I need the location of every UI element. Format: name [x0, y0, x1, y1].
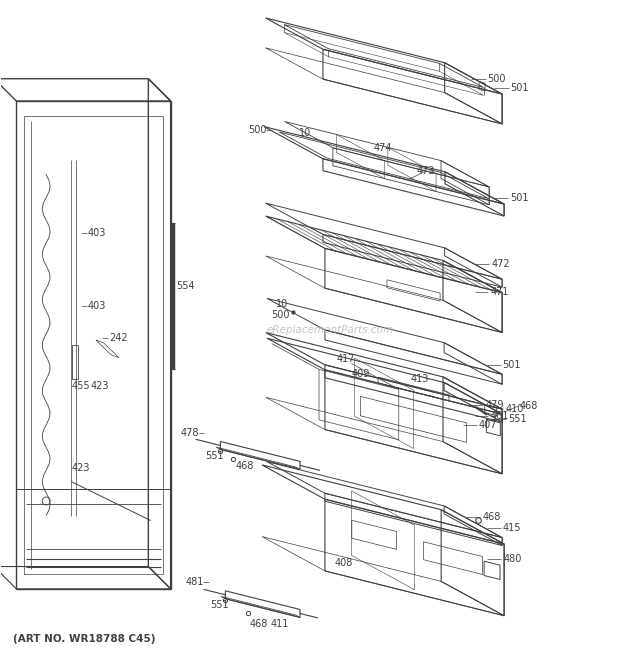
Text: eReplacementParts.com: eReplacementParts.com [267, 325, 394, 335]
Text: 478: 478 [180, 428, 199, 438]
Text: 409: 409 [352, 369, 370, 379]
Text: 554: 554 [177, 282, 195, 292]
Text: 413: 413 [411, 374, 429, 384]
Text: 551: 551 [508, 414, 527, 424]
Text: 501: 501 [503, 360, 521, 369]
Text: 551: 551 [210, 600, 229, 610]
Text: 242: 242 [109, 332, 128, 342]
Text: 471: 471 [490, 288, 509, 297]
Text: 481: 481 [185, 577, 204, 588]
Text: 10: 10 [276, 299, 288, 309]
Text: 417: 417 [337, 354, 355, 364]
Text: 480: 480 [503, 554, 521, 564]
Text: 501: 501 [510, 192, 529, 203]
Text: 472: 472 [491, 258, 510, 268]
Text: 10: 10 [299, 128, 311, 137]
Text: (ART NO. WR18788 C45): (ART NO. WR18788 C45) [14, 634, 156, 644]
Text: 479: 479 [485, 400, 503, 410]
Text: 473: 473 [417, 165, 435, 176]
Text: 500: 500 [487, 74, 506, 84]
Text: 474: 474 [373, 143, 392, 153]
Text: 410: 410 [505, 404, 524, 414]
Text: 468: 468 [520, 401, 538, 411]
Text: 501: 501 [510, 83, 529, 93]
Text: 403: 403 [88, 228, 107, 238]
Text: 500: 500 [271, 310, 290, 320]
Text: 461: 461 [490, 410, 509, 420]
Text: 408: 408 [334, 559, 353, 568]
Text: 468: 468 [482, 512, 501, 522]
Text: 468: 468 [236, 461, 254, 471]
Text: 500: 500 [248, 125, 267, 135]
Text: 423: 423 [91, 381, 110, 391]
Text: 423: 423 [71, 463, 89, 473]
Text: 468: 468 [250, 619, 268, 629]
Text: 551: 551 [205, 451, 224, 461]
Text: 403: 403 [88, 301, 107, 311]
Text: 411: 411 [270, 619, 288, 629]
Text: 407: 407 [479, 420, 497, 430]
Text: 415: 415 [503, 523, 521, 533]
Text: 455: 455 [71, 381, 90, 391]
